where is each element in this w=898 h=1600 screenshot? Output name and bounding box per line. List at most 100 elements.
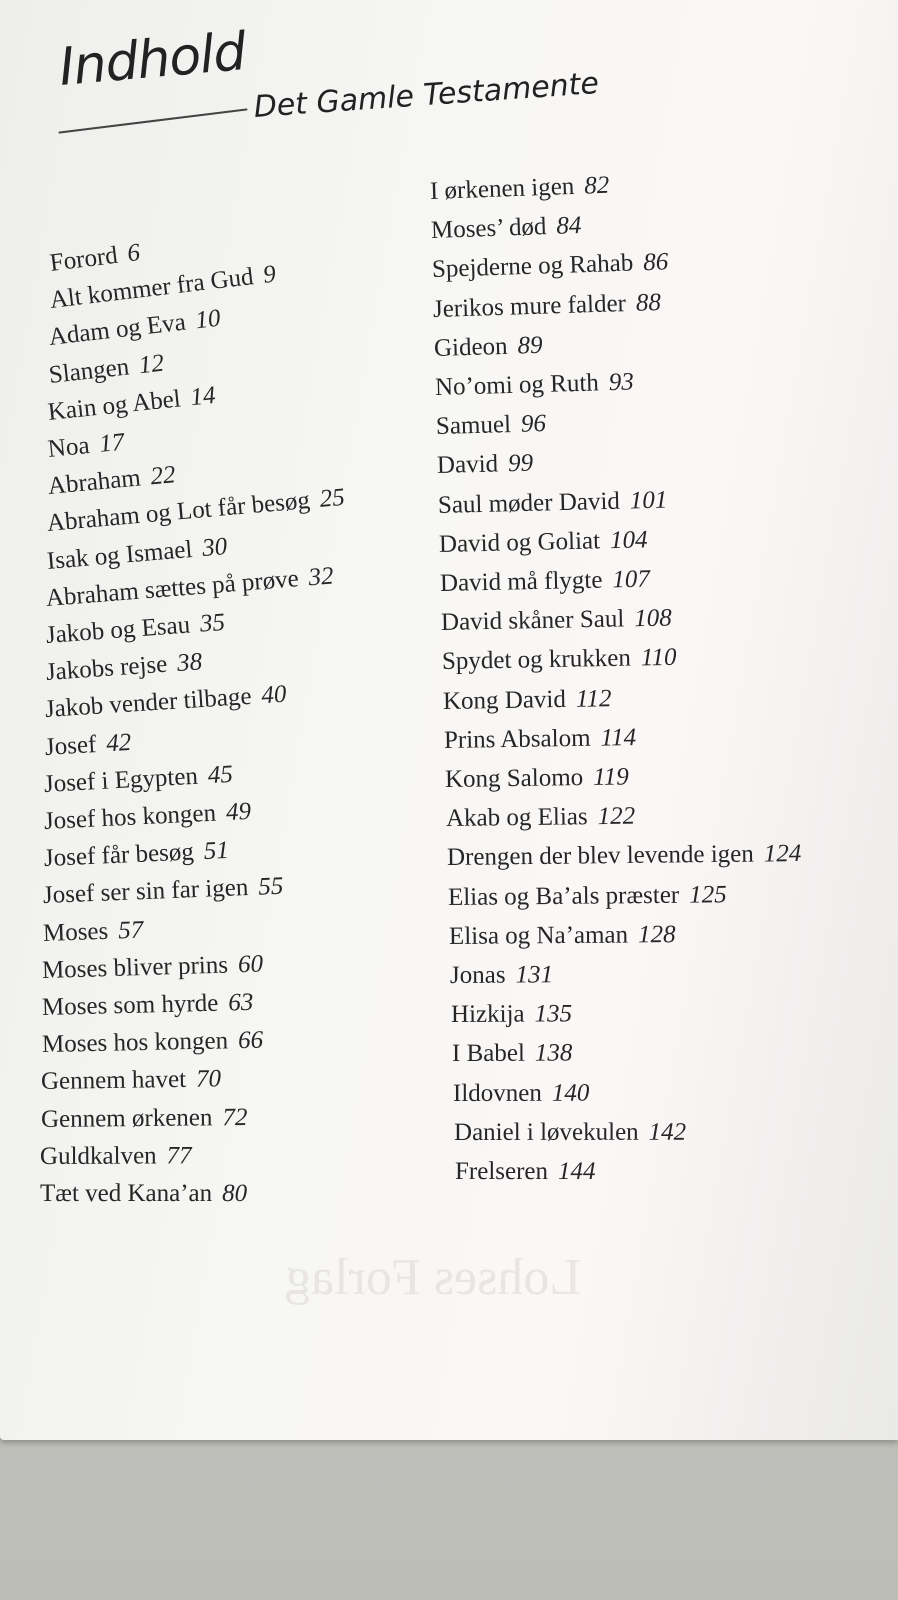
entry-title: Isak og Ismael xyxy=(45,535,194,575)
entry-title: Gennem havet xyxy=(40,1066,187,1096)
toc-entry: Elias og Ba’als præster 125 xyxy=(448,881,727,912)
entry-title: Josef xyxy=(43,730,97,761)
toc-entry: Hizkija 135 xyxy=(451,1001,572,1030)
entry-page: 131 xyxy=(515,961,554,989)
toc-entry: Elisa og Na’aman 128 xyxy=(449,921,676,951)
entry-page: 142 xyxy=(648,1118,687,1146)
entry-page: 12 xyxy=(137,349,166,379)
entry-title: Ildovnen xyxy=(452,1079,542,1107)
entry-page: 38 xyxy=(175,648,203,678)
entry-page: 101 xyxy=(629,486,668,515)
entry-title: Abraham xyxy=(46,464,142,501)
entry-page: 40 xyxy=(260,681,288,710)
entry-title: Kong Salomo xyxy=(444,764,584,793)
toc-entry: Abraham 22 xyxy=(46,461,176,501)
entry-title: Daniel i løvekulen xyxy=(453,1118,639,1146)
entry-page: 32 xyxy=(307,562,335,592)
toc-entry: Prins Absalom 114 xyxy=(444,724,637,755)
toc-entry: Kong Salomo 119 xyxy=(445,763,629,794)
entry-page: 57 xyxy=(117,916,144,945)
toc-entry: No’omi og Ruth 93 xyxy=(435,368,635,402)
entry-page: 70 xyxy=(196,1065,222,1094)
entry-title: David og Goliat xyxy=(438,527,601,558)
entry-title: Akab og Elias xyxy=(445,803,588,833)
entry-title: Samuel xyxy=(435,411,512,441)
toc-entry: Tæt ved Kana’an 80 xyxy=(40,1180,247,1208)
entry-page: 9 xyxy=(261,260,277,289)
entry-title: Guldkalven xyxy=(40,1142,158,1170)
entry-page: 80 xyxy=(222,1180,248,1207)
toc-entry: Josef hos kongen 49 xyxy=(43,798,251,836)
entry-title: David må flygte xyxy=(439,566,603,597)
toc-entry: Samuel 96 xyxy=(436,410,547,441)
entry-page: 114 xyxy=(600,723,637,752)
entry-title: Elias og Ba’als præster xyxy=(447,881,680,911)
entry-page: 140 xyxy=(551,1079,590,1107)
entry-title: Adam og Eva xyxy=(47,309,188,352)
book-page: Lohses Forlag Indhold Det Gamle Testamen… xyxy=(0,0,898,1440)
toc-entry: Guldkalven 77 xyxy=(40,1142,192,1171)
toc-entry: Daniel i løvekulen 142 xyxy=(454,1118,686,1146)
entry-page: 84 xyxy=(555,212,582,240)
entry-title: Jerikos mure falder xyxy=(432,289,627,323)
entry-page: 135 xyxy=(534,1000,573,1028)
entry-page: 107 xyxy=(612,565,651,594)
toc-entry: I ørkenen igen 82 xyxy=(430,172,610,206)
toc-entry: Slangen 12 xyxy=(47,349,165,389)
toc-entry: Gideon 89 xyxy=(434,332,543,363)
toc-entry: Saul møder David 101 xyxy=(438,486,668,519)
entry-page: 77 xyxy=(166,1142,193,1170)
entry-page: 14 xyxy=(189,381,218,412)
entry-title: Moses hos kongen xyxy=(41,1027,228,1059)
entry-page: 6 xyxy=(125,239,142,268)
entry-title: Tæt ved Kana’an xyxy=(40,1180,213,1207)
entry-page: 89 xyxy=(517,331,543,360)
toc-entry: Kong David 112 xyxy=(443,685,612,716)
entry-page: 63 xyxy=(227,988,254,1017)
toc-entry: Josef får besøg 51 xyxy=(43,837,229,873)
entry-title: I Babel xyxy=(451,1040,525,1068)
title: Indhold xyxy=(56,21,248,99)
entry-title: Saul møder David xyxy=(437,487,621,519)
entry-page: 72 xyxy=(222,1103,248,1131)
entry-title: David skåner Saul xyxy=(440,605,625,637)
entry-page: 110 xyxy=(640,644,677,672)
toc-entry: David må flygte 107 xyxy=(440,566,650,598)
entry-page: 125 xyxy=(689,880,727,909)
entry-title: Frelseren xyxy=(455,1158,549,1185)
entry-page: 42 xyxy=(105,728,132,757)
entry-page: 88 xyxy=(635,288,662,317)
entry-title: Gennem ørkenen xyxy=(40,1103,213,1133)
entry-page: 128 xyxy=(637,920,676,949)
entry-title: David xyxy=(436,450,499,480)
toc-entry: Gennem ørkenen 72 xyxy=(41,1104,248,1134)
entry-title: No’omi og Ruth xyxy=(434,369,600,401)
entry-page: 25 xyxy=(318,484,346,514)
toc-entry: Jakob vender tilbage 40 xyxy=(44,681,287,724)
entry-title: Prins Absalom xyxy=(443,724,591,754)
toc-entry: Moses 57 xyxy=(42,916,143,947)
toc-entry: Jakobs rejse 38 xyxy=(45,649,203,688)
entry-title: Jakob og Esau xyxy=(44,611,191,649)
entry-title: Kong David xyxy=(442,685,567,715)
entry-title: Jakob vender tilbage xyxy=(44,683,253,724)
toc-entry: Ildovnen 140 xyxy=(453,1079,589,1107)
toc-entry: Frelseren 144 xyxy=(455,1158,596,1186)
entry-page: 82 xyxy=(583,171,610,200)
subtitle: Det Gamle Testamente xyxy=(252,65,600,125)
entry-page: 45 xyxy=(207,760,234,789)
entry-page: 66 xyxy=(237,1026,263,1055)
entry-title: Spejderne og Rahab xyxy=(431,249,634,284)
toc-entry: Moses bliver prins 60 xyxy=(42,950,264,984)
entry-title: Moses xyxy=(42,917,109,947)
toc-entry: David skåner Saul 108 xyxy=(441,605,672,638)
entry-page: 122 xyxy=(597,802,636,831)
entry-page: 96 xyxy=(520,410,547,438)
entry-title: Jonas xyxy=(449,961,506,989)
entry-page: 10 xyxy=(194,305,223,335)
toc-entry: Moses hos kongen 66 xyxy=(41,1027,263,1059)
entry-page: 55 xyxy=(257,873,285,901)
title-rule xyxy=(58,108,248,134)
toc-entry: Kain og Abel 14 xyxy=(47,382,217,427)
